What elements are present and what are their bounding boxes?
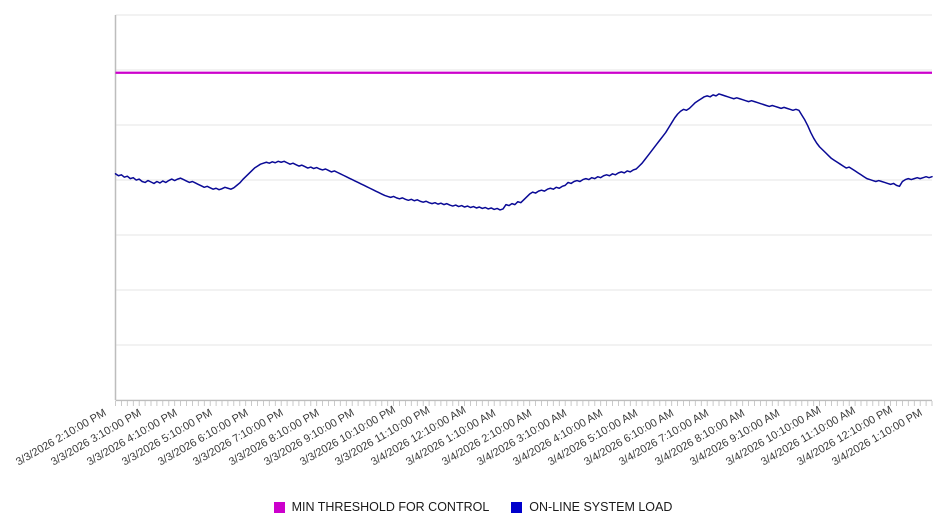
legend-item-system-load[interactable]: ON-LINE SYSTEM LOAD [511,500,672,514]
legend-label-min-threshold: MIN THRESHOLD FOR CONTROL [291,500,490,514]
x-axis-labels: 3/3/2026 2:10:00 PM 3/3/2026 3:10:00 PM 3/… [0,402,946,492]
on-line-system-load-line [114,93,933,211]
legend-item-min-threshold[interactable]: MIN THRESHOLD FOR CONTROL [273,500,490,514]
legend-swatch-magenta [273,501,285,513]
chart-legend: MIN THRESHOLD FOR CONTROL ON-LINE SYSTEM… [0,496,946,518]
x-axis-ticks-group [115,401,933,406]
plot-area [114,14,933,406]
gridlines-group [115,14,932,401]
legend-label-system-load: ON-LINE SYSTEM LOAD [529,500,673,514]
legend-swatch-blue [511,501,523,513]
